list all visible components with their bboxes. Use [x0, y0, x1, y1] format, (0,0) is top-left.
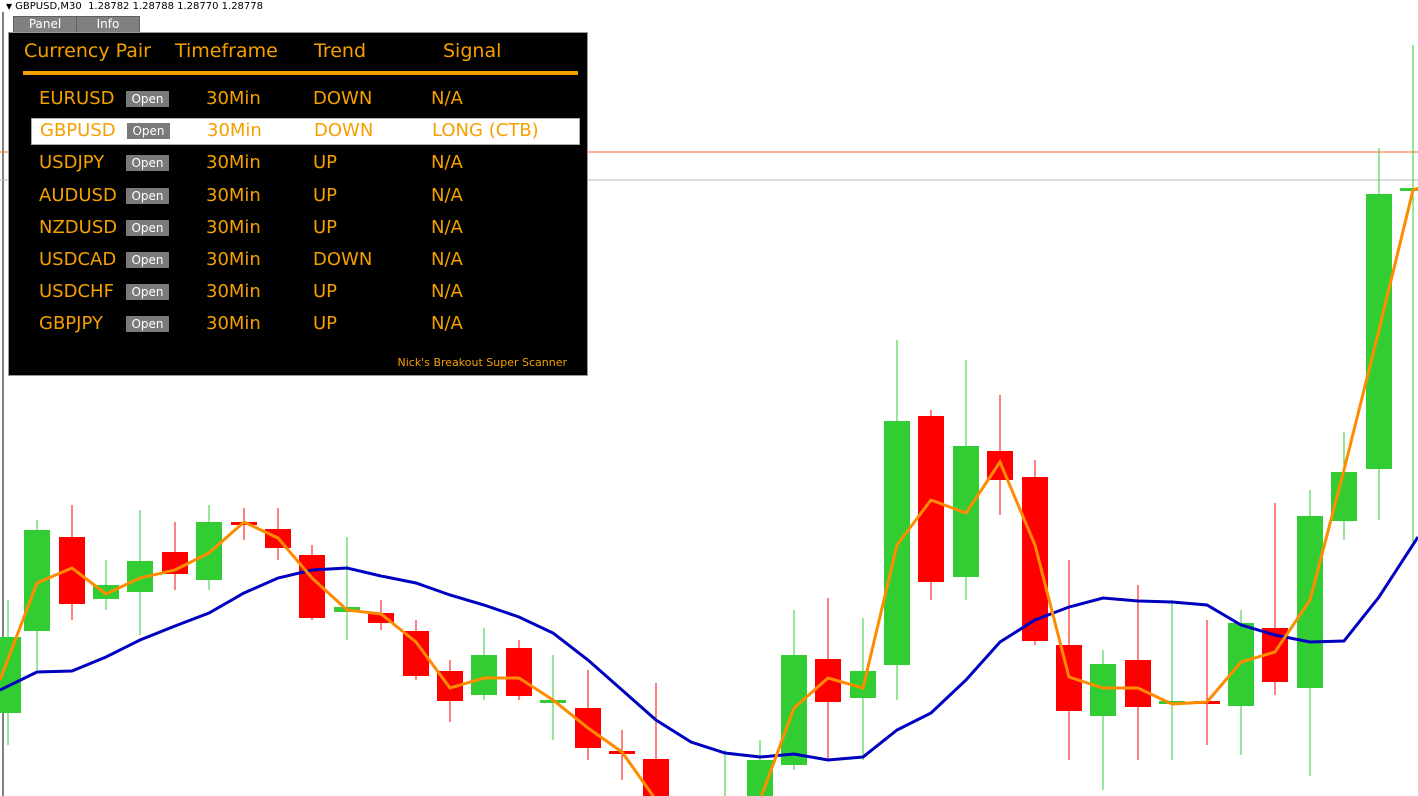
trend-value: DOWN	[314, 120, 374, 142]
trend-value: UP	[313, 152, 338, 174]
dropdown-arrow-icon[interactable]: ▼	[6, 2, 13, 11]
header-currency-pair: Currency Pair	[24, 40, 151, 62]
open-button[interactable]: Open	[126, 316, 169, 333]
timeframe-value: 30Min	[206, 88, 261, 109]
signal-value: LONG (CTB)	[432, 120, 539, 142]
pair-label: EURUSD	[39, 88, 115, 109]
open-button[interactable]: Open	[126, 252, 169, 268]
pair-label: AUDUSD	[39, 184, 117, 206]
open-button[interactable]: Open	[127, 123, 170, 140]
bear-candle	[162, 552, 188, 574]
signal-value: N/A	[431, 281, 463, 303]
open-button[interactable]: Open	[126, 284, 169, 301]
bull-candle	[1090, 664, 1116, 716]
scanner-row[interactable]: GBPUSD Open 30Min DOWN LONG (CTB)	[31, 118, 580, 146]
scanner-row[interactable]: USDJPY Open 30Min UP N/A	[31, 151, 578, 176]
fast-moving-average	[0, 186, 1418, 796]
trend-value: UP	[313, 313, 338, 335]
trend-value: UP	[313, 184, 338, 206]
scanner-row[interactable]: USDCAD Open 30Min DOWN N/A	[31, 248, 578, 273]
scanner-row[interactable]: USDCHF Open 30Min UP N/A	[31, 280, 578, 305]
timeframe-value: 30Min	[206, 184, 261, 206]
chart-title: ▼ GBPUSD,M30 1.28782 1.28788 1.28770 1.28…	[6, 1, 263, 12]
scanner-row[interactable]: EURUSD Open 30Min DOWN N/A	[31, 87, 578, 112]
signal-value: N/A	[431, 152, 463, 174]
chart-ohlc: 1.28782 1.28788 1.28770 1.28778	[88, 1, 264, 12]
timeframe-value: 30Min	[206, 152, 261, 174]
tab-info[interactable]: Info	[76, 16, 140, 32]
signal-value: N/A	[431, 249, 463, 270]
header-divider	[23, 71, 578, 75]
bear-candle	[368, 613, 394, 623]
timeframe-value: 30Min	[206, 249, 261, 270]
bull-candle	[471, 655, 497, 695]
trend-value: UP	[313, 216, 338, 238]
header-timeframe: Timeframe	[175, 40, 278, 62]
trend-value: DOWN	[313, 249, 373, 270]
pair-label: NZDUSD	[39, 216, 118, 238]
trend-value: DOWN	[313, 88, 373, 109]
bear-candle	[1125, 660, 1151, 707]
bull-candle	[1228, 623, 1254, 706]
bear-candle	[643, 759, 669, 796]
scanner-footer: Nick's Breakout Super Scanner	[397, 356, 567, 369]
timeframe-value: 30Min	[206, 281, 261, 303]
pair-label: GBPUSD	[40, 120, 116, 142]
bull-candle	[0, 637, 21, 713]
pair-label: USDCAD	[39, 249, 117, 270]
scanner-row[interactable]: NZDUSD Open 30Min UP N/A	[31, 216, 578, 241]
bear-candle	[506, 648, 532, 696]
tab-panel[interactable]: Panel	[13, 16, 77, 32]
open-button[interactable]: Open	[126, 219, 169, 236]
signal-value: N/A	[431, 184, 463, 206]
header-signal: Signal	[443, 40, 502, 62]
timeframe-value: 30Min	[206, 216, 261, 238]
scanner-panel: Currency Pair Timeframe Trend Signal EUR…	[8, 32, 588, 376]
signal-value: N/A	[431, 216, 463, 238]
pair-label: USDCHF	[39, 281, 114, 303]
pair-label: GBPJPY	[39, 313, 103, 335]
open-button[interactable]: Open	[126, 187, 169, 204]
open-button[interactable]: Open	[126, 91, 169, 107]
header-trend: Trend	[314, 40, 366, 62]
scanner-row[interactable]: GBPJPY Open 30Min UP N/A	[31, 312, 578, 337]
pair-label: USDJPY	[39, 152, 105, 174]
bull-candle	[1400, 188, 1418, 191]
bull-candle	[1331, 472, 1357, 521]
timeframe-value: 30Min	[207, 120, 262, 142]
timeframe-value: 30Min	[206, 313, 261, 335]
signal-value: N/A	[431, 88, 463, 109]
trend-value: UP	[313, 281, 338, 303]
bear-candle	[1022, 477, 1048, 641]
scanner-row[interactable]: AUDUSD Open 30Min UP N/A	[31, 184, 578, 209]
slow-moving-average	[0, 536, 1418, 762]
chart-symbol: GBPUSD,M30	[15, 1, 82, 12]
open-button[interactable]: Open	[126, 155, 169, 172]
signal-value: N/A	[431, 313, 463, 335]
